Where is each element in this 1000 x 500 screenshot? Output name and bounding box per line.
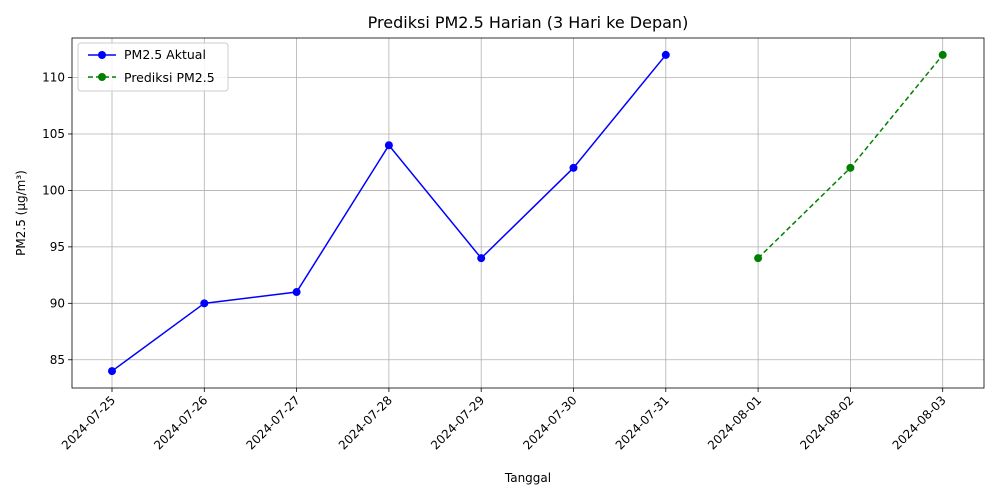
x-tick-label: 2024-07-25 (59, 393, 118, 452)
x-tick-label: 2024-08-02 (797, 393, 856, 452)
y-tick-label: 100 (42, 183, 65, 197)
data-point-actual (108, 367, 116, 376)
x-tick-label: 2024-08-03 (890, 393, 949, 452)
axes: 2024-07-25 2024-07-26 2024-07-27 2024-07-28… (42, 71, 949, 453)
x-tick-label: 2024-08-01 (705, 393, 764, 452)
data-point-actual (384, 141, 393, 150)
y-tick-label: 85 (50, 353, 65, 367)
series (108, 50, 947, 376)
plot-area (71, 37, 985, 389)
legend-marker-prediction (98, 73, 106, 81)
y-tick-label: 105 (42, 127, 65, 141)
y-axis-label: PM2.5 (µg/m³) (14, 170, 28, 256)
data-point-actual (292, 288, 301, 297)
grid (72, 38, 984, 388)
y-tick-label: 110 (42, 71, 65, 85)
legend-label-actual: PM2.5 Aktual (124, 47, 206, 62)
legend-label-prediction: Prediksi PM2.5 (124, 70, 215, 85)
data-point-prediction (846, 163, 855, 172)
data-point-prediction (938, 50, 947, 59)
x-tick-label: 2024-07-27 (244, 393, 303, 452)
data-point-prediction (754, 254, 763, 263)
x-tick-label: 2024-07-31 (613, 393, 672, 452)
data-point-actual (200, 299, 209, 308)
chart-title: Prediksi PM2.5 Harian (3 Hari ke Depan) (368, 13, 689, 32)
data-point-actual (661, 50, 670, 59)
data-point-actual (569, 163, 578, 172)
y-tick-label: 95 (50, 240, 65, 254)
x-axis-label: Tanggal (504, 471, 551, 485)
x-tick-label: 2024-07-26 (151, 393, 210, 452)
data-point-actual (477, 254, 486, 263)
legend-marker-actual (98, 51, 106, 59)
legend: PM2.5 Aktual Prediksi PM2.5 (77, 42, 229, 92)
x-tick-label: 2024-07-29 (428, 393, 487, 452)
y-tick-label: 90 (50, 296, 65, 310)
x-tick-label: 2024-07-30 (520, 393, 579, 452)
x-tick-label: 2024-07-28 (336, 393, 395, 452)
